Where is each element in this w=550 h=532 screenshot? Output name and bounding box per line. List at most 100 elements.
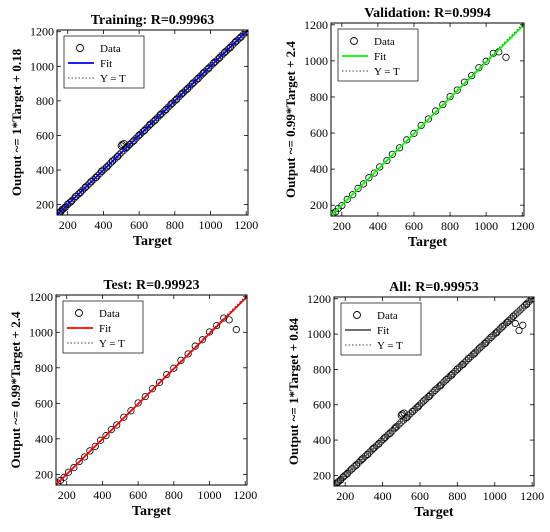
data-point — [231, 38, 240, 46]
data-point — [424, 393, 432, 401]
legend-label-fit: Fit — [374, 51, 386, 63]
data-point — [459, 360, 467, 369]
data-point — [417, 121, 425, 130]
y-tick-label: 400 — [310, 162, 328, 176]
data-point — [213, 321, 221, 330]
data-point — [107, 425, 115, 434]
x-tick-label: 800 — [165, 488, 183, 502]
x-tick-label: 800 — [166, 218, 184, 232]
plot-content — [56, 295, 247, 485]
data-point — [237, 33, 245, 41]
data-point — [130, 137, 138, 145]
data-point — [505, 316, 513, 325]
data-point — [134, 399, 142, 407]
chart-title: All: R=0.99953 — [389, 280, 479, 295]
legend-label-fit: Fit — [377, 325, 389, 337]
legend-box — [340, 302, 422, 356]
legend-label-identity: Y = T — [99, 338, 125, 350]
data-point — [341, 471, 349, 479]
data-point — [424, 115, 433, 123]
data-point — [232, 326, 240, 334]
fit-line — [331, 24, 524, 216]
y-tick-label: 200 — [313, 468, 331, 482]
data-point — [210, 58, 218, 67]
data-point — [97, 436, 105, 444]
data-point — [349, 191, 357, 199]
y-tick-label: 400 — [36, 163, 54, 177]
legend-label-data: Data — [377, 310, 398, 322]
data-point — [334, 480, 340, 486]
data-point — [199, 70, 207, 78]
y-tick-label: 600 — [35, 396, 53, 410]
data-point — [199, 69, 207, 77]
x-axis-label: Target — [132, 504, 171, 519]
x-tick-label: 1000 — [474, 219, 498, 233]
chart-panel-3: 200 400 600 800 1000 1200 200 400 600 800 1000 1200… — [8, 278, 257, 519]
data-point — [439, 100, 447, 109]
data-point — [464, 354, 473, 363]
data-point — [242, 30, 248, 36]
data-point — [205, 328, 214, 336]
data-point — [205, 64, 213, 72]
y-tick-label: 200 — [310, 198, 328, 212]
data-point — [460, 359, 468, 367]
data-point — [352, 461, 361, 469]
data-point — [128, 138, 136, 146]
data-point — [198, 336, 206, 344]
data-point — [155, 378, 164, 386]
data-point — [102, 432, 110, 440]
data-point — [392, 423, 400, 431]
y-axis-label: Output ~= 1*Target + 0.18 — [9, 48, 24, 196]
x-tick-label: 600 — [129, 488, 147, 502]
data-point — [375, 440, 383, 448]
data-point — [163, 370, 171, 379]
data-point — [76, 189, 84, 197]
data-point — [98, 167, 106, 175]
data-point — [476, 344, 484, 352]
y-tick-label: 800 — [36, 94, 54, 108]
x-tick-label: 400 — [369, 219, 387, 233]
data-point — [522, 300, 531, 309]
legend-label-data: Data — [100, 43, 121, 55]
data-point — [343, 195, 351, 204]
data-point — [338, 201, 346, 210]
data-point — [390, 425, 399, 433]
legend-label-fit: Fit — [99, 323, 111, 335]
data-point — [56, 479, 62, 485]
y-tick-label: 600 — [313, 398, 331, 412]
data-point — [414, 403, 422, 411]
data-point — [127, 407, 135, 415]
data-point — [348, 465, 356, 473]
data-point — [177, 91, 185, 99]
x-tick-label: 200 — [58, 488, 76, 502]
data-point — [114, 152, 122, 161]
x-tick-label: 200 — [333, 219, 351, 233]
data-point — [480, 340, 488, 348]
x-tick-label: 1000 — [199, 218, 223, 232]
data-point — [140, 127, 149, 135]
data-point — [64, 200, 72, 208]
data-point — [426, 391, 435, 399]
data-point — [151, 116, 159, 124]
data-point — [509, 312, 518, 320]
data-point — [64, 468, 73, 476]
data-point — [491, 329, 500, 337]
data-point — [167, 100, 175, 108]
data-point — [81, 183, 90, 191]
x-tick-label: 800 — [441, 219, 459, 233]
legend-label-fit: Fit — [100, 58, 112, 70]
data-point — [365, 174, 373, 182]
data-point — [521, 302, 529, 310]
data-point — [113, 421, 121, 429]
plot-content — [57, 30, 248, 215]
chart-panel-2: 200 400 600 800 1000 1200 200 400 600 800 1000 1200… — [283, 6, 534, 250]
y-tick-label: 600 — [36, 128, 54, 142]
data-point — [415, 401, 423, 409]
data-point — [512, 310, 520, 318]
data-point — [448, 371, 456, 379]
y-tick-label: 400 — [35, 432, 53, 446]
data-point — [226, 44, 234, 52]
data-point — [106, 159, 115, 167]
data-point — [68, 196, 76, 205]
data-point — [141, 392, 149, 401]
